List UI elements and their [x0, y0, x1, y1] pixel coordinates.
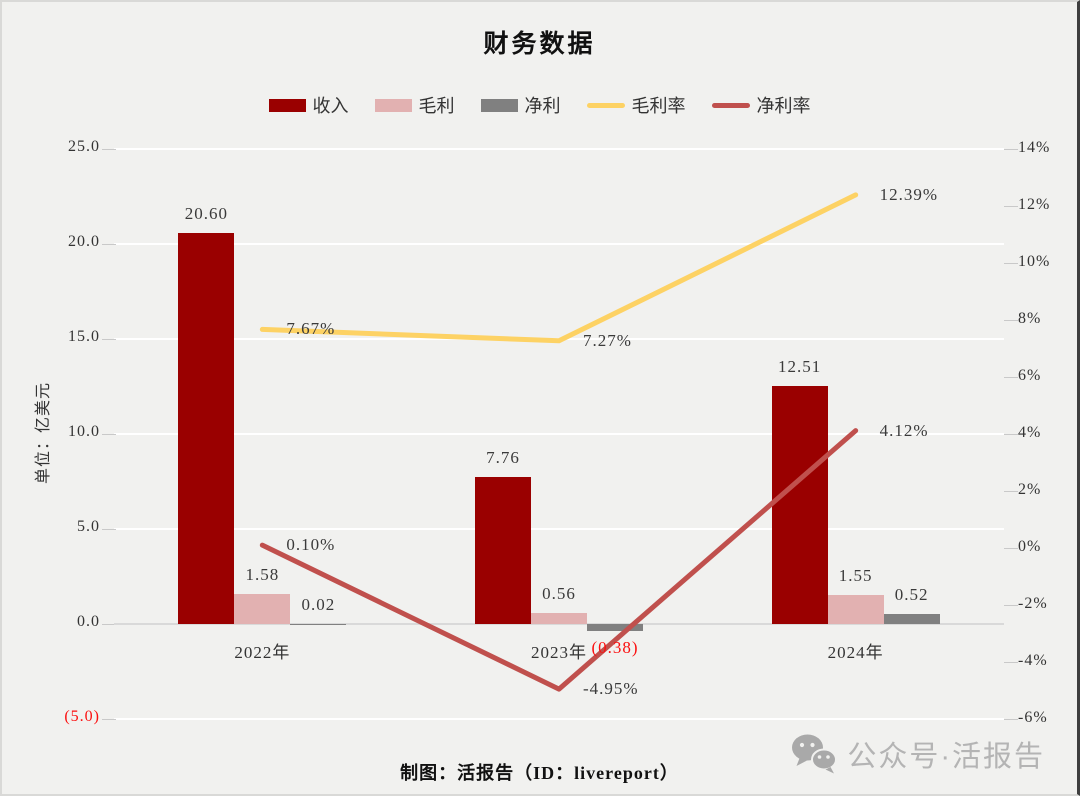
left-tick-label: (5.0)	[64, 708, 100, 725]
gridline	[114, 528, 1004, 530]
right-axis-tick	[1004, 548, 1018, 549]
left-tick-label: 25.0	[68, 138, 100, 155]
right-axis-tick	[1004, 320, 1018, 321]
right-tick-label: 4%	[1018, 424, 1042, 441]
gridline	[114, 718, 1004, 720]
bar-净利-2022年	[290, 623, 347, 625]
chart-title: 财务数据	[483, 31, 596, 58]
right-axis-tick	[1004, 377, 1018, 378]
legend-swatch	[374, 98, 412, 112]
right-tick-label: 12%	[1018, 196, 1051, 213]
legend-swatch	[480, 98, 518, 112]
legend-label: 净利	[524, 96, 561, 116]
left-axis-tick	[102, 719, 116, 720]
legend-item-1: 毛利	[374, 92, 455, 118]
wechat-icon	[792, 734, 838, 774]
right-tick-label: 14%	[1018, 139, 1051, 156]
right-axis-tick	[1004, 206, 1018, 207]
gridline	[114, 243, 1004, 245]
bar-收入-2023年	[475, 476, 531, 624]
left-tick-label: 20.0	[68, 233, 100, 250]
legend-item-4: 净利率	[711, 92, 811, 118]
left-tick-label: 0.0	[77, 613, 100, 630]
category-label: 2022年	[234, 643, 291, 662]
category-label: 2024年	[827, 643, 884, 662]
legend-label: 收入	[312, 96, 349, 116]
legend-swatch	[586, 102, 625, 108]
gridline	[114, 148, 1004, 150]
gridline	[114, 338, 1004, 340]
right-tick-label: 0%	[1018, 538, 1042, 555]
gridline	[114, 433, 1004, 435]
right-tick-label: 10%	[1018, 253, 1051, 270]
legend-label: 毛利率	[631, 96, 686, 116]
left-axis-tick	[102, 434, 116, 435]
left-axis-tick	[102, 339, 116, 340]
right-axis-tick	[1004, 491, 1018, 492]
watermark-text: 公众号·活报告	[847, 741, 1045, 773]
right-tick-label: 8%	[1018, 310, 1042, 327]
bar-净利-2023年	[587, 624, 643, 632]
bar-毛利-2022年	[234, 593, 291, 624]
right-tick-label: -6%	[1018, 709, 1048, 726]
right-axis-tick	[1004, 263, 1018, 264]
bar-毛利-2024年	[827, 594, 884, 624]
category-label: 2023年	[531, 643, 587, 662]
right-tick-label: -4%	[1018, 652, 1048, 669]
right-axis-tick	[1004, 434, 1018, 435]
legend-item-2: 净利	[480, 92, 561, 118]
legend-item-3: 毛利率	[586, 92, 686, 118]
legend-label: 净利率	[756, 96, 811, 116]
left-tick-label: 15.0	[68, 328, 100, 345]
right-axis-tick	[1004, 149, 1018, 150]
left-tick-label: 5.0	[77, 518, 100, 535]
bar-净利-2024年	[883, 614, 940, 624]
left-axis-tick	[102, 149, 116, 150]
left-axis-tick	[102, 529, 116, 530]
legend-item-0: 收入	[268, 92, 349, 118]
right-axis-tick	[1004, 605, 1018, 606]
left-tick-label: 10.0	[68, 423, 100, 440]
bar-收入-2024年	[771, 386, 828, 624]
left-axis-tick	[102, 624, 116, 625]
right-axis-tick	[1004, 662, 1018, 663]
right-axis-tick	[1004, 719, 1018, 720]
footer-credit: 制图：活报告（ID：livereport）	[400, 763, 679, 783]
watermark: 公众号·活报告	[791, 733, 1045, 775]
right-tick-label: 2%	[1018, 481, 1042, 498]
bar-收入-2022年	[178, 232, 235, 624]
legend: 收入 毛利 净利 毛利率 净利率	[2, 92, 1077, 118]
left-axis-tick	[102, 244, 116, 245]
right-tick-label: 6%	[1018, 367, 1042, 384]
bar-毛利-2023年	[531, 613, 587, 624]
right-tick-label: -2%	[1018, 595, 1048, 612]
legend-swatch	[711, 102, 750, 108]
legend-swatch	[268, 98, 306, 112]
legend-label: 毛利	[418, 96, 455, 116]
